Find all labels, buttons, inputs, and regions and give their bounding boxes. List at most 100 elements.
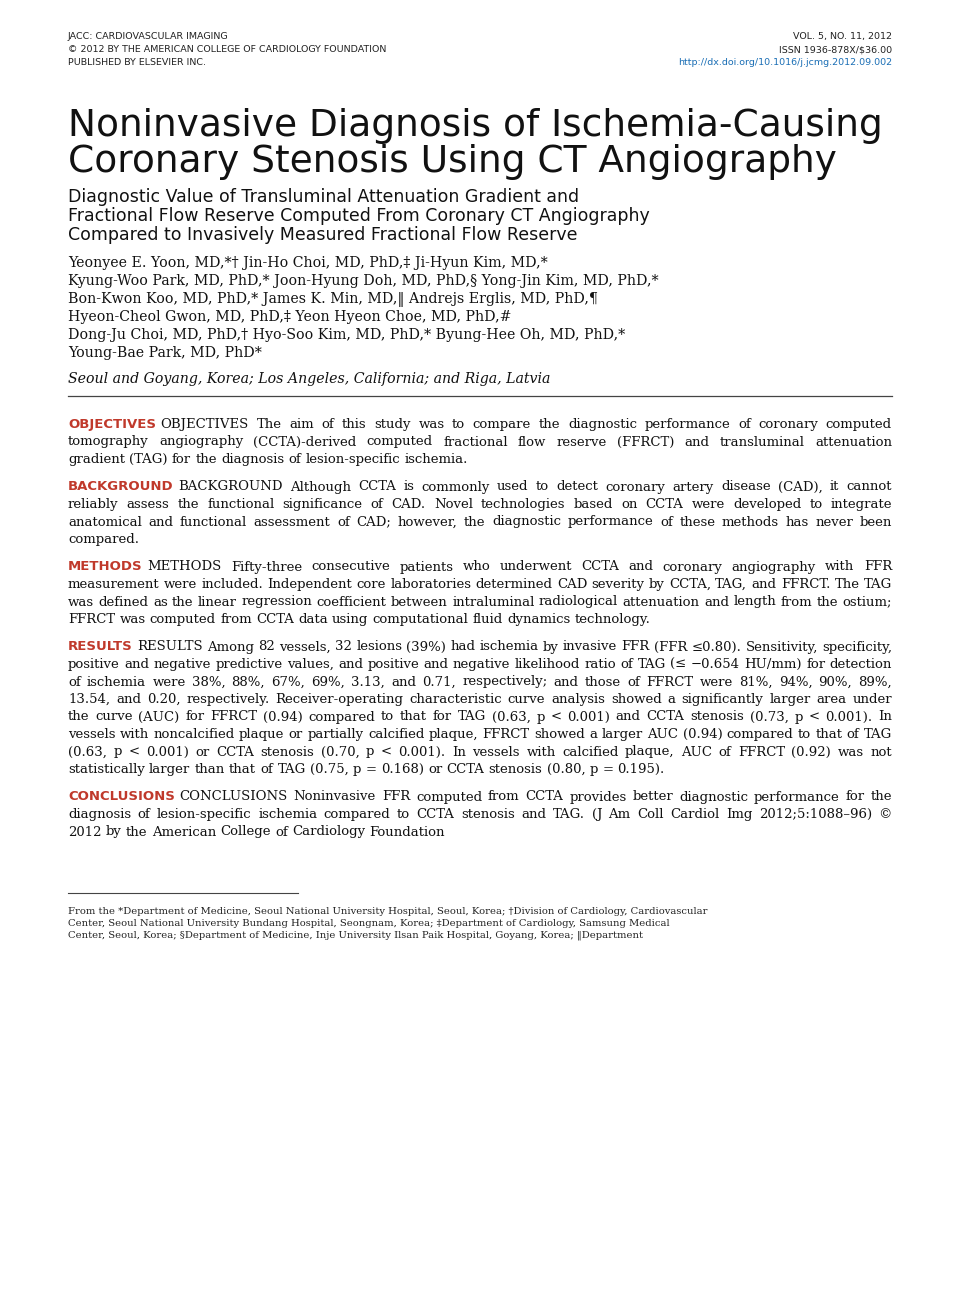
Text: of: of: [337, 516, 349, 529]
Text: 0.001): 0.001): [146, 746, 189, 759]
Text: significantly: significantly: [682, 693, 763, 706]
Text: from: from: [220, 613, 252, 626]
Text: FFR: FFR: [382, 791, 410, 804]
Text: included.: included.: [202, 578, 263, 591]
Text: the: the: [68, 711, 89, 724]
Text: 0.001).: 0.001).: [398, 746, 445, 759]
Text: disease: disease: [721, 480, 771, 494]
Text: (FFR: (FFR: [654, 641, 687, 654]
Text: From the *Department of Medicine, Seoul National University Hospital, Seoul, Kor: From the *Department of Medicine, Seoul …: [68, 907, 708, 916]
Text: lesion-specific: lesion-specific: [156, 808, 252, 820]
Text: used: used: [497, 480, 529, 494]
Text: with: with: [826, 560, 854, 574]
Text: showed: showed: [611, 693, 661, 706]
Text: (0.80,: (0.80,: [546, 762, 586, 777]
Text: integrate: integrate: [830, 498, 892, 511]
Text: has: has: [785, 516, 808, 529]
Text: study: study: [374, 418, 411, 431]
Text: of: of: [137, 808, 151, 820]
Text: of: of: [738, 418, 751, 431]
Text: predictive: predictive: [215, 658, 282, 671]
Text: diagnostic: diagnostic: [492, 516, 561, 529]
Text: negative: negative: [453, 658, 511, 671]
Text: for: for: [185, 711, 204, 724]
Text: Young-Bae Park, MD, PhD*: Young-Bae Park, MD, PhD*: [68, 346, 262, 360]
Text: BACKGROUND: BACKGROUND: [68, 480, 174, 494]
Text: CAD;: CAD;: [356, 516, 392, 529]
Text: FFRCT: FFRCT: [210, 711, 257, 724]
Text: and: and: [752, 578, 777, 591]
Text: never: never: [815, 516, 853, 529]
Text: than: than: [195, 762, 225, 777]
Text: Bon-Kwon Koo, MD, PhD,* James K. Min, MD,‖ Andrejs Erglis, MD, PhD,¶: Bon-Kwon Koo, MD, PhD,* James K. Min, MD…: [68, 292, 598, 307]
Text: severity: severity: [591, 578, 644, 591]
Text: FFRCT: FFRCT: [483, 728, 530, 740]
Text: aim: aim: [289, 418, 314, 431]
Text: calcified: calcified: [563, 746, 618, 759]
Text: diagnosis: diagnosis: [221, 453, 284, 466]
Text: was: was: [419, 418, 444, 431]
Text: CAD: CAD: [557, 578, 588, 591]
Text: 0.195).: 0.195).: [617, 762, 664, 777]
Text: Kyung-Woo Park, MD, PhD,* Joon-Hyung Doh, MD, PhD,§ Yong-Jin Kim, MD, PhD,*: Kyung-Woo Park, MD, PhD,* Joon-Hyung Doh…: [68, 273, 659, 288]
Text: to: to: [798, 728, 811, 740]
Text: 0.20,: 0.20,: [147, 693, 180, 706]
Text: anatomical: anatomical: [68, 516, 142, 529]
Text: was: was: [838, 746, 864, 759]
Text: ischemia: ischemia: [87, 676, 146, 689]
Text: Seoul and Goyang, Korea; Los Angeles, California; and Riga, Latvia: Seoul and Goyang, Korea; Los Angeles, Ca…: [68, 372, 550, 386]
Text: noncalcified: noncalcified: [154, 728, 235, 740]
Text: (CAD),: (CAD),: [778, 480, 823, 494]
Text: <: <: [808, 711, 820, 724]
Text: to: to: [809, 498, 823, 511]
Text: dynamics: dynamics: [508, 613, 570, 626]
Text: to: to: [536, 480, 549, 494]
Text: Foundation: Foundation: [370, 826, 444, 838]
Text: as: as: [153, 596, 168, 609]
Text: (0.92): (0.92): [791, 746, 831, 759]
Text: ischemia.: ischemia.: [404, 453, 468, 466]
Text: the: the: [539, 418, 561, 431]
Text: of: of: [371, 498, 383, 511]
Text: Fifty-three: Fifty-three: [230, 560, 301, 574]
Text: or: or: [428, 762, 443, 777]
Text: the: the: [126, 826, 148, 838]
Text: 13.54,: 13.54,: [68, 693, 110, 706]
Text: functional: functional: [207, 498, 275, 511]
Text: p: p: [589, 762, 598, 777]
Text: <: <: [381, 746, 392, 759]
Text: 0.001): 0.001): [567, 711, 611, 724]
Text: the: the: [178, 498, 199, 511]
Text: regression: regression: [242, 596, 312, 609]
Text: −0.654: −0.654: [691, 658, 740, 671]
Text: Hyeon-Cheol Gwon, MD, PhD,‡ Yeon Hyeon Choe, MD, PhD,#: Hyeon-Cheol Gwon, MD, PhD,‡ Yeon Hyeon C…: [68, 310, 512, 324]
Text: and: and: [629, 560, 654, 574]
Text: PUBLISHED BY ELSEVIER INC.: PUBLISHED BY ELSEVIER INC.: [68, 58, 206, 67]
Text: Am: Am: [609, 808, 631, 820]
Text: OBJECTIVES: OBJECTIVES: [68, 418, 156, 431]
Text: computed: computed: [416, 791, 482, 804]
Text: and: and: [704, 596, 729, 609]
Text: Cardiology: Cardiology: [292, 826, 365, 838]
Text: based: based: [573, 498, 612, 511]
Text: radiological: radiological: [539, 596, 618, 609]
Text: Coll: Coll: [637, 808, 663, 820]
Text: Img: Img: [726, 808, 753, 820]
Text: specificity,: specificity,: [822, 641, 892, 654]
Text: between: between: [391, 596, 447, 609]
Text: performance: performance: [567, 516, 654, 529]
Text: to: to: [381, 711, 395, 724]
Text: provides: provides: [569, 791, 627, 804]
Text: significance: significance: [282, 498, 363, 511]
Text: TAG: TAG: [458, 711, 486, 724]
Text: METHODS: METHODS: [147, 560, 222, 574]
Text: these: these: [680, 516, 715, 529]
Text: AUC: AUC: [647, 728, 678, 740]
Text: that: that: [815, 728, 842, 740]
Text: Compared to Invasively Measured Fractional Flow Reserve: Compared to Invasively Measured Fraction…: [68, 226, 578, 244]
Text: of: of: [289, 453, 301, 466]
Text: The: The: [834, 578, 859, 591]
Text: by: by: [649, 578, 664, 591]
Text: and: and: [521, 808, 546, 820]
Text: (CCTA)-derived: (CCTA)-derived: [253, 436, 357, 449]
